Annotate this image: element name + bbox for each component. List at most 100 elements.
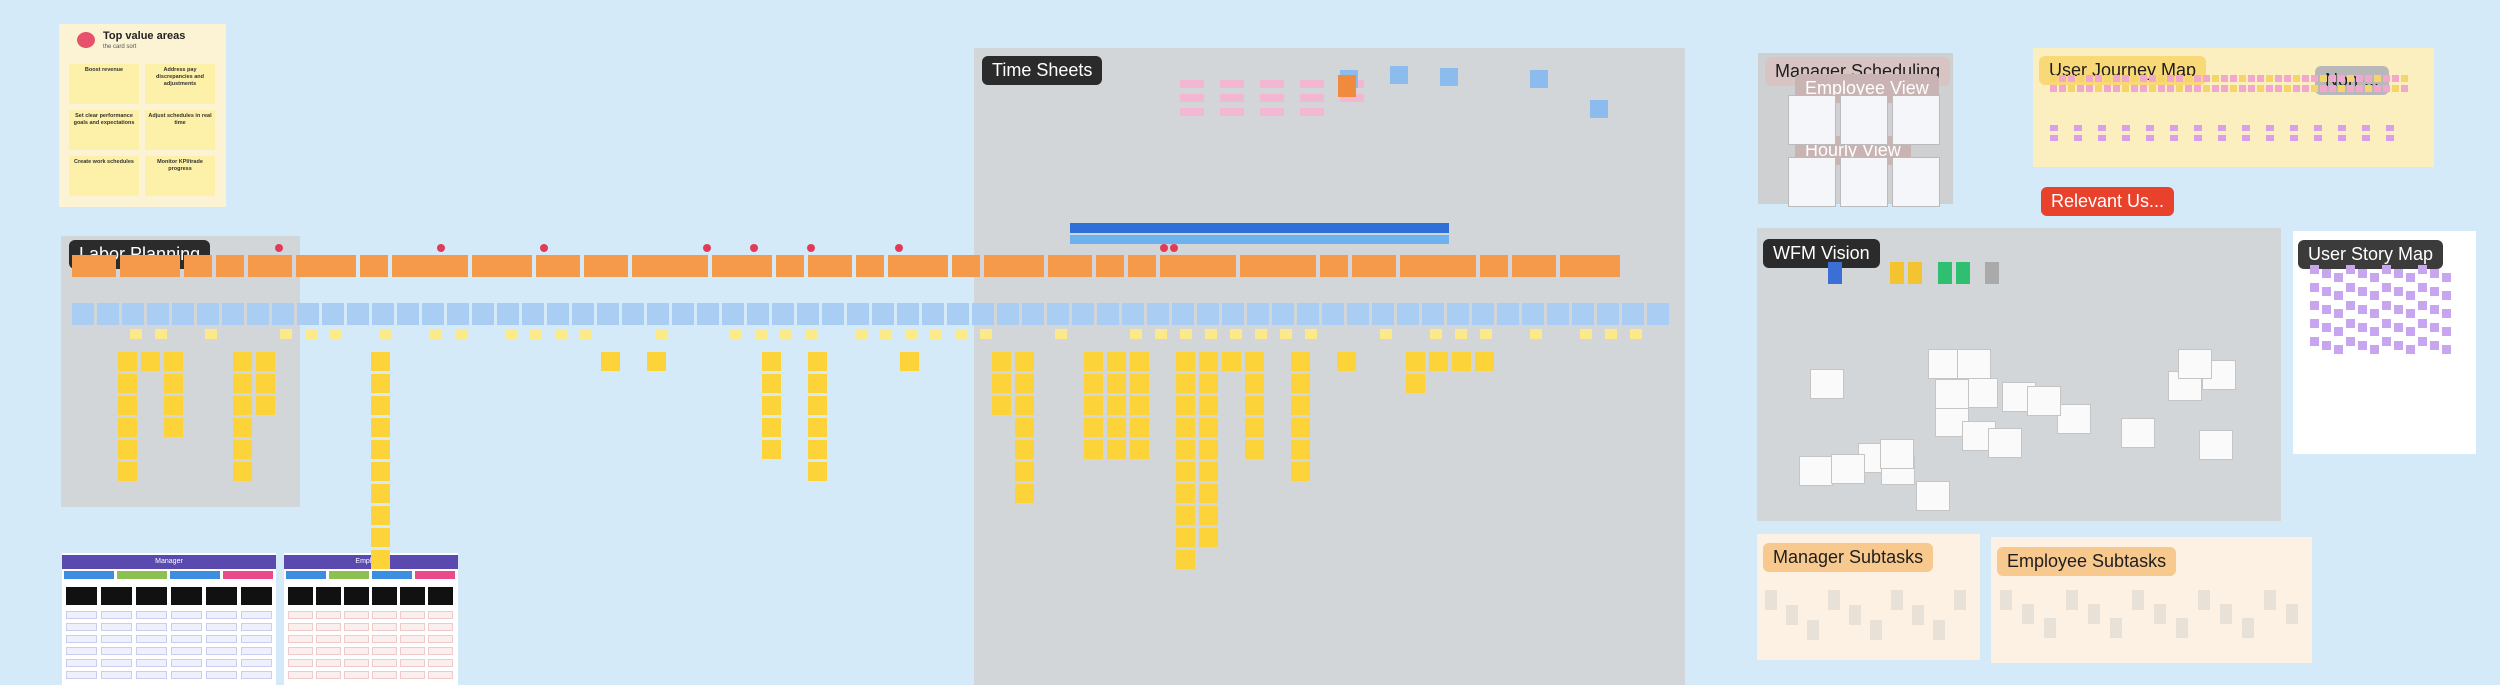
sticky-note — [371, 462, 390, 481]
table-col-header — [170, 571, 220, 579]
sticky-note — [1199, 506, 1218, 525]
table-row — [171, 623, 202, 631]
sticky-note — [371, 396, 390, 415]
table-row — [428, 659, 453, 667]
journey-cell — [2167, 85, 2174, 92]
task-card — [597, 303, 619, 325]
journey-cell — [2050, 85, 2057, 92]
story-card — [2382, 283, 2391, 292]
journey-cell — [2086, 85, 2093, 92]
journey-cell — [2203, 85, 2210, 92]
journey-step — [888, 255, 948, 277]
sticky-note — [1176, 352, 1195, 371]
journey-cell — [2104, 75, 2111, 82]
note — [505, 329, 517, 339]
journey-cell — [2401, 85, 2408, 92]
sticky-note — [256, 396, 275, 415]
journey-cell — [2347, 85, 2354, 92]
sticky-note — [1015, 396, 1034, 415]
journey-cell — [2290, 135, 2298, 141]
journey-cell — [2338, 75, 2345, 82]
note — [430, 329, 442, 339]
text-block — [2022, 604, 2034, 624]
text-block — [2154, 604, 2166, 624]
journey-step — [1096, 255, 1124, 277]
journey-cell — [2050, 135, 2058, 141]
note — [1155, 329, 1167, 339]
story-card — [2382, 301, 2391, 310]
journey-cell — [2383, 85, 2390, 92]
text-block — [1933, 620, 1945, 640]
note — [155, 329, 167, 339]
table-row — [136, 659, 167, 667]
task-card — [1522, 303, 1544, 325]
sticky-note — [1176, 396, 1195, 415]
sticky-note — [1176, 506, 1195, 525]
section-label[interactable]: User Story Map — [2298, 240, 2444, 269]
sticky-note — [808, 374, 827, 393]
task-card — [1572, 303, 1594, 325]
journey-cell — [2074, 135, 2082, 141]
table-row — [136, 623, 167, 631]
journey-cell — [2077, 75, 2084, 82]
journey-cell — [2338, 85, 2345, 92]
employee-table: Employee — [284, 553, 458, 685]
table-row — [428, 671, 453, 679]
section-label[interactable]: Manager Subtasks — [1763, 543, 1934, 572]
story-card — [2334, 327, 2343, 336]
sticky-note — [1291, 352, 1310, 371]
story-card — [2334, 345, 2343, 354]
story-card — [2382, 265, 2391, 274]
screen-thumb — [2121, 418, 2155, 448]
text-block — [2242, 618, 2254, 638]
story-card — [2406, 309, 2415, 318]
journey-step — [1400, 255, 1476, 277]
sticky-note — [1176, 484, 1195, 503]
text-block — [2220, 604, 2232, 624]
journey-cell — [2248, 75, 2255, 82]
journey-cell — [2266, 85, 2273, 92]
table-row — [288, 635, 313, 643]
journey-step — [776, 255, 804, 277]
sticky-note — [1429, 352, 1448, 371]
journey-cell — [2176, 85, 2183, 92]
pink-note — [1220, 80, 1244, 88]
note — [955, 329, 967, 339]
table-row — [171, 659, 202, 667]
sticky-note — [1107, 440, 1126, 459]
journey-cell — [2131, 75, 2138, 82]
sticky-note — [371, 550, 390, 569]
journey-cell — [2365, 85, 2372, 92]
sticky-note — [1176, 462, 1195, 481]
pink-note — [1340, 94, 1364, 102]
section-label[interactable]: Time Sheets — [982, 56, 1103, 85]
section-label[interactable]: WFM Vision — [1763, 239, 1880, 268]
sticky-note — [164, 374, 183, 393]
task-card — [672, 303, 694, 325]
section-label[interactable]: Employee Subtasks — [1997, 547, 2177, 576]
note — [1180, 329, 1192, 339]
screen-thumb — [1935, 379, 1969, 409]
table-row — [101, 671, 132, 679]
sticky-note — [1291, 440, 1310, 459]
task-card — [647, 303, 669, 325]
story-card — [2394, 323, 2403, 332]
sticky-note — [1199, 462, 1218, 481]
sticky-note — [1222, 352, 1241, 371]
sticky-note — [1015, 374, 1034, 393]
story-card — [2310, 319, 2319, 328]
table-row — [241, 623, 272, 631]
task-card — [1172, 303, 1194, 325]
note — [130, 329, 142, 339]
story-card — [2322, 287, 2331, 296]
journey-cell — [2329, 75, 2336, 82]
journey-cell — [2149, 85, 2156, 92]
table-row — [372, 659, 397, 667]
pink-note — [1180, 80, 1204, 88]
section-label[interactable]: Relevant Us... — [2041, 187, 2175, 216]
journey-step — [1128, 255, 1156, 277]
story-card — [2370, 345, 2379, 354]
value-card: Create work schedules — [69, 156, 139, 196]
table-row — [400, 659, 425, 667]
text-block — [2176, 618, 2188, 638]
